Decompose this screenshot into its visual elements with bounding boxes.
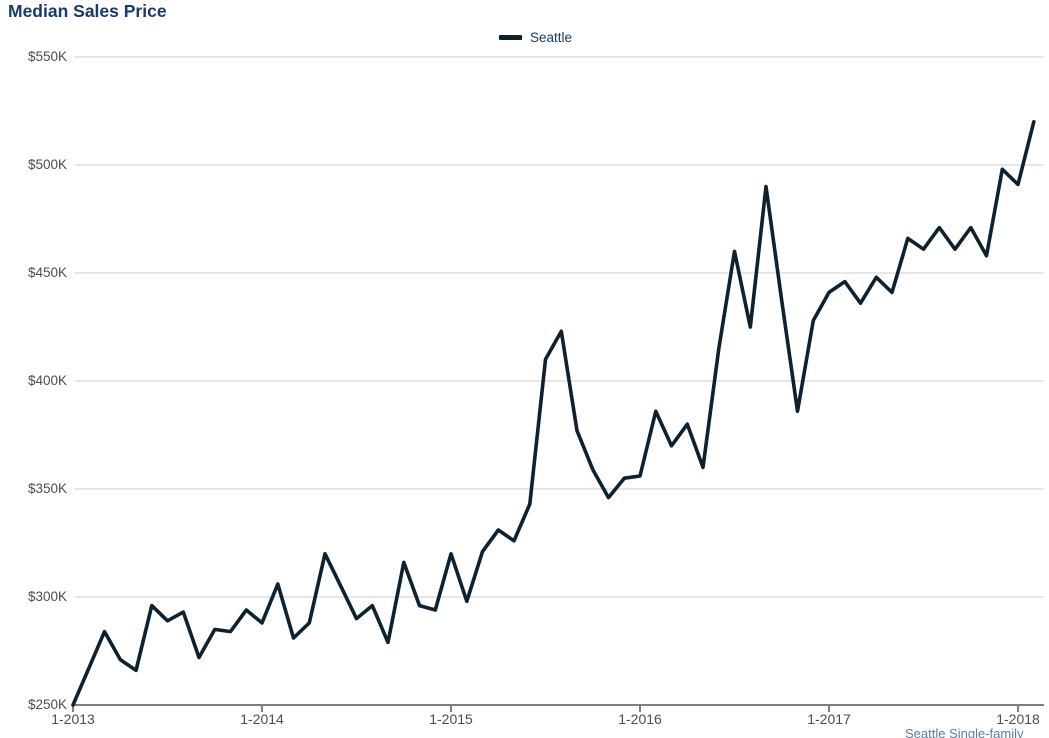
legend-line-swatch xyxy=(499,35,522,40)
x-tick-label: 1-2014 xyxy=(240,711,284,727)
x-tick-label: 1-2018 xyxy=(996,711,1040,727)
x-tick-label: 1-2017 xyxy=(807,711,851,727)
chart-title: Median Sales Price xyxy=(8,1,167,21)
y-tick-label: $300K xyxy=(27,589,67,604)
y-tick-label: $500K xyxy=(27,157,67,172)
legend: Seattle xyxy=(499,30,572,45)
series-line-seattle xyxy=(71,120,1036,707)
x-tick-label: 1-2016 xyxy=(618,711,662,727)
source-note: Seattle Single-family xyxy=(905,726,1024,738)
legend-series-label: Seattle xyxy=(530,30,573,45)
y-tick-label: $450K xyxy=(27,265,67,280)
x-tick-label: 1-2015 xyxy=(429,711,473,727)
y-tick-label: $250K xyxy=(27,697,67,712)
y-tick-label: $400K xyxy=(27,373,67,388)
x-tick-label: 1-2013 xyxy=(51,711,95,727)
y-tick-label: $550K xyxy=(27,49,67,64)
y-tick-label: $350K xyxy=(27,481,67,496)
